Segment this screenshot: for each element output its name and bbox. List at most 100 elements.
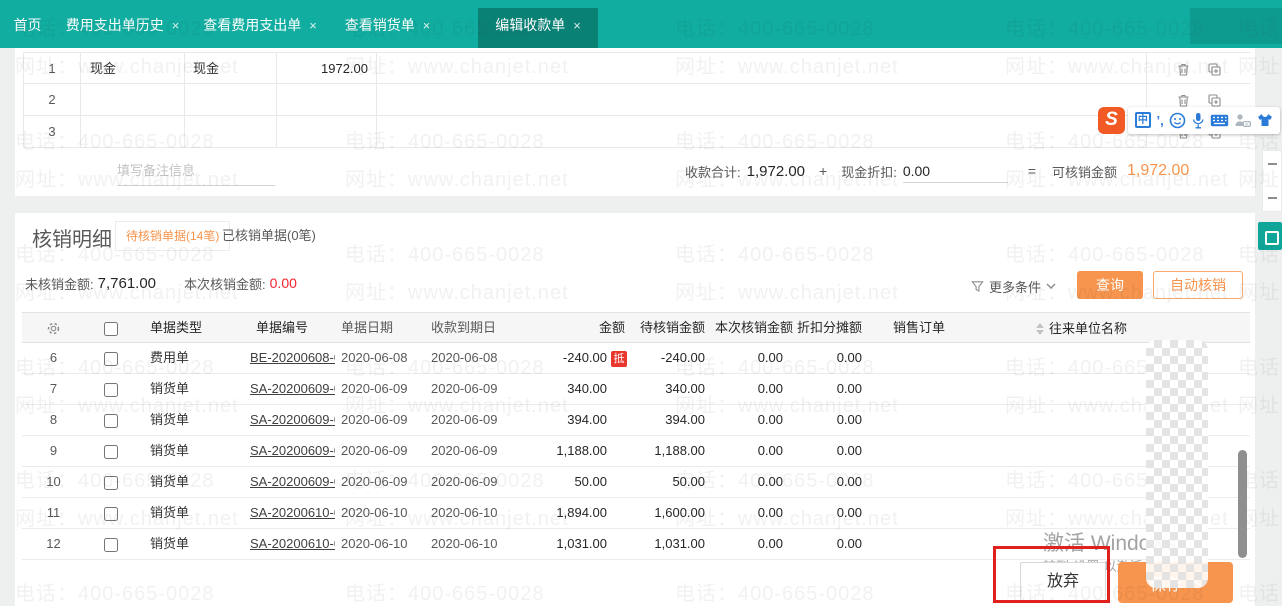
ime-emoji-icon[interactable] xyxy=(1169,112,1186,129)
side-teal-button[interactable] xyxy=(1258,222,1282,250)
doc-number-link[interactable]: BE-20200608-0 xyxy=(250,350,335,365)
settings-column[interactable] xyxy=(22,313,85,344)
copy-row-icon[interactable] xyxy=(1207,62,1222,77)
more-filters-button[interactable]: 更多条件 xyxy=(971,275,1056,297)
side-floating-card[interactable] xyxy=(1262,150,1282,212)
tab-view-expense[interactable]: 查看费用支出单 × xyxy=(190,8,330,48)
close-icon[interactable]: × xyxy=(171,18,180,33)
query-button[interactable]: 查询 xyxy=(1077,271,1143,299)
select-all-cell xyxy=(85,313,137,344)
filter-funnel-icon xyxy=(971,280,984,292)
tab-pending-docs[interactable]: 待核销单据(14笔) xyxy=(115,221,231,251)
ime-user-count-icon[interactable]: 10 xyxy=(1234,113,1252,128)
ime-keyboard-icon[interactable] xyxy=(1210,114,1229,127)
tab-home[interactable]: 首页 xyxy=(0,8,55,48)
discount-share-cell: 0.00 xyxy=(836,412,862,427)
tab-label: 查看销货单 xyxy=(344,17,415,33)
delete-row-icon[interactable] xyxy=(1176,93,1191,108)
row-checkbox[interactable] xyxy=(104,475,118,490)
select-all-checkbox[interactable] xyxy=(104,321,118,336)
account-cell[interactable] xyxy=(185,116,277,148)
row-checkbox[interactable] xyxy=(104,537,118,552)
svg-text:10: 10 xyxy=(1245,121,1251,126)
amount-cell: 50.00 xyxy=(520,467,635,498)
amount-value: 1,188.00 xyxy=(556,443,607,458)
tab-edit-receipt[interactable]: 编辑收款单 × xyxy=(478,8,598,48)
ime-toolbar: S 中 ’, 10 xyxy=(1098,105,1280,135)
ime-language-icon[interactable]: 中 xyxy=(1134,112,1151,128)
chevron-down-icon xyxy=(1046,283,1056,289)
copy-row-icon[interactable] xyxy=(1207,93,1222,108)
doc-date-cell: 2020-06-09 xyxy=(341,443,408,458)
ime-logo-icon[interactable]: S xyxy=(1098,106,1125,134)
amount-cell: -240.00 抵 xyxy=(520,343,635,374)
account-cell[interactable]: 现金 xyxy=(185,53,277,85)
due-date-cell: 2020-06-10 xyxy=(431,505,498,520)
vertical-scrollbar-thumb[interactable] xyxy=(1238,450,1247,558)
row-checkbox[interactable] xyxy=(104,382,118,397)
pending-amount-cell: 340.00 xyxy=(665,381,705,396)
ime-skin-icon[interactable] xyxy=(1257,113,1273,127)
doc-type-cell: 销货单 xyxy=(150,505,190,520)
settlement-cell[interactable] xyxy=(81,116,185,148)
writeoff-panel: 核销明细 待核销单据(14笔) 已核销单据(0笔) 未核销金额: 7,761.0… xyxy=(15,213,1255,606)
doc-number-cell: SA-20200609-0 xyxy=(250,436,335,467)
ime-punctuation-icon[interactable]: ’, xyxy=(1156,112,1164,128)
close-icon[interactable]: × xyxy=(422,18,431,33)
close-icon[interactable]: × xyxy=(309,18,317,33)
detail-table-header: 单据类型 单据编号 单据日期 收款到期日 金额 待核销金额 本次核销金额 折扣分… xyxy=(22,312,1250,343)
account-cell[interactable] xyxy=(185,84,277,116)
sales-order-cell xyxy=(870,374,1030,405)
current-amount-cell[interactable]: 0.00 xyxy=(757,443,783,458)
amount-cell[interactable] xyxy=(277,84,377,116)
current-amount-cell[interactable]: 0.00 xyxy=(757,412,783,427)
tab-expense-history[interactable]: 费用支出单历史 × xyxy=(55,8,190,48)
current-amount-cell[interactable]: 0.00 xyxy=(757,536,783,551)
ime-mic-icon[interactable] xyxy=(1192,112,1204,129)
current-amount-cell[interactable]: 0.00 xyxy=(757,505,783,520)
payment-row: 1 现金 现金 1972.00 xyxy=(23,52,1250,85)
cash-discount-input[interactable] xyxy=(902,159,1008,183)
auto-writeoff-button[interactable]: 自动核销 xyxy=(1153,271,1243,299)
row-number: 11 xyxy=(46,505,61,520)
sort-icon[interactable] xyxy=(1036,322,1044,335)
settlement-cell[interactable] xyxy=(81,84,185,116)
current-amount-cell[interactable]: 0.00 xyxy=(757,474,783,489)
partner-cell xyxy=(1030,405,1250,436)
header-number: 单据编号 xyxy=(256,320,309,335)
current-amount-cell[interactable]: 0.00 xyxy=(757,381,783,396)
header-partner-label: 往来单位名称 xyxy=(1049,320,1128,336)
discard-button[interactable]: 放弃 xyxy=(1020,562,1106,601)
doc-number-link[interactable]: SA-20200609-0 xyxy=(250,474,335,489)
doc-number-cell: BE-20200608-0 xyxy=(250,343,335,374)
delete-row-icon[interactable] xyxy=(1176,62,1191,77)
doc-number-link[interactable]: SA-20200609-0 xyxy=(250,443,335,458)
tab-view-sales[interactable]: 查看销货单 × xyxy=(330,8,445,48)
doc-number-link[interactable]: SA-20200609-0 xyxy=(250,412,335,427)
pending-amount-cell: 1,600.00 xyxy=(654,505,705,520)
row-checkbox[interactable] xyxy=(104,351,118,366)
row-checkbox[interactable] xyxy=(104,413,118,428)
close-icon[interactable]: × xyxy=(573,18,581,33)
doc-number-link[interactable]: SA-20200610-0 xyxy=(250,505,335,520)
tab-done-docs[interactable]: 已核销单据(0笔) xyxy=(222,228,316,243)
row-checkbox[interactable] xyxy=(104,506,118,521)
row-checkbox[interactable] xyxy=(104,444,118,459)
settlement-cell[interactable]: 现金 xyxy=(81,53,185,85)
row-number: 7 xyxy=(49,381,58,396)
current-amount-cell[interactable]: 0.00 xyxy=(757,350,783,365)
amount-cell[interactable] xyxy=(277,116,377,148)
remark-input[interactable] xyxy=(117,156,275,186)
row-actions xyxy=(1147,53,1250,85)
discount-label: 现金折扣: xyxy=(841,164,897,180)
row-select-cell xyxy=(85,436,137,467)
total-value: 1,972.00 xyxy=(746,162,806,180)
doc-number-link[interactable]: SA-20200610-0 xyxy=(250,536,335,551)
header-date: 单据日期 xyxy=(341,320,394,335)
detail-row: 9 销货单 SA-20200609-0 2020-06-09 2020-06-09 1,1… xyxy=(22,436,1250,467)
sales-order-cell xyxy=(870,405,1030,436)
header-partner[interactable]: 往来单位名称 xyxy=(1030,313,1250,344)
amount-cell[interactable]: 1972.00 xyxy=(277,53,377,85)
doc-number-link[interactable]: SA-20200609-0 xyxy=(250,381,335,396)
unverified-value: 7,761.00 xyxy=(97,274,157,292)
